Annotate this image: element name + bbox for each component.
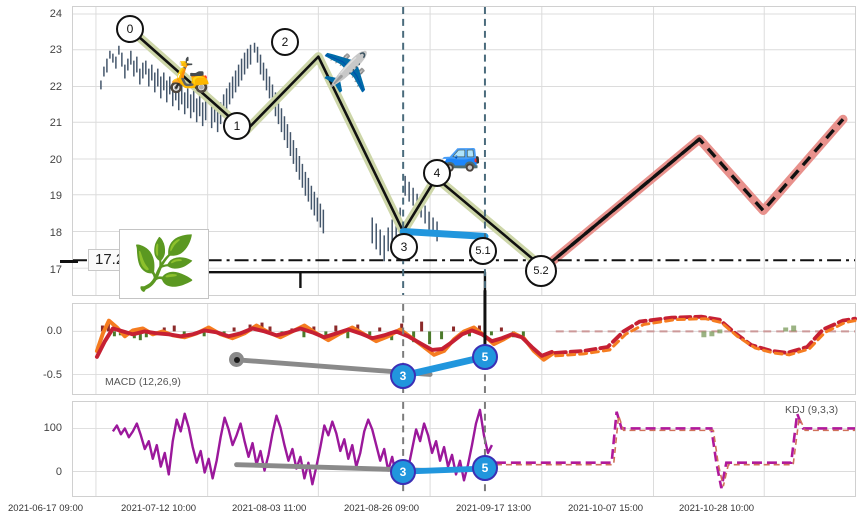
kdj-panel	[72, 401, 856, 497]
ytick-kdj-0: 0	[55, 466, 62, 478]
macd-marker-3-label: 3	[399, 369, 407, 383]
marker-5-1[interactable]: 5.1	[469, 237, 497, 265]
marker-1[interactable]: 1	[223, 112, 251, 140]
kdj-marker-3-label: 3	[399, 465, 407, 479]
price-level-tick	[60, 260, 78, 263]
marker-0[interactable]: 0	[116, 15, 144, 43]
ytick-price-20: 20	[49, 154, 62, 166]
ytick-macd-0: 0.0	[46, 325, 62, 337]
xtick-5: 2021-10-07 15:00	[568, 503, 644, 514]
xtick-1: 2021-07-12 10:00	[121, 503, 197, 514]
kdj-panel-tag: KDJ (9,3,3)	[785, 404, 839, 416]
macd-marker-5-label: 5	[481, 350, 489, 364]
ytick-kdj-100: 100	[43, 422, 62, 434]
marker-5-2[interactable]: 5.2	[525, 255, 557, 287]
macd-marker-connector	[400, 353, 489, 379]
marker-3-label: 3	[400, 240, 408, 254]
forecast-halo	[539, 114, 848, 273]
ohlc-bars	[100, 42, 438, 262]
marker-2[interactable]: 2	[271, 28, 299, 56]
scooter-emoji: 🛵	[168, 56, 211, 94]
ytick-price-21: 21	[49, 117, 62, 129]
macd-panel	[72, 290, 857, 395]
macd-marker-3[interactable]: 3	[390, 363, 416, 389]
macd-plot	[73, 290, 857, 394]
price-vgridlines	[95, 7, 765, 295]
marker-2-label: 2	[281, 35, 289, 49]
ytick-price-17: 17	[49, 264, 62, 276]
xtick-6: 2021-10-28 10:00	[679, 503, 755, 514]
kdj-marker-3[interactable]: 3	[390, 459, 416, 485]
macd-gray-dot[interactable]	[229, 352, 244, 367]
kdj-plot	[73, 402, 855, 496]
kdj-forecast-secondary	[495, 414, 855, 487]
inset-thumbnail[interactable]: 🌿	[119, 229, 209, 299]
macd-signal-forecast-line	[554, 317, 857, 358]
marker-1-label: 1	[233, 119, 241, 133]
xtick-2: 2021-08-03 11:00	[232, 503, 307, 514]
ytick-price-22: 22	[49, 81, 62, 93]
forecast-line	[542, 118, 845, 270]
marker-4[interactable]: 4	[423, 159, 451, 187]
kdj-marker-connector	[401, 465, 488, 475]
marker-5-2-label: 5.2	[533, 265, 549, 277]
macd-forecast-histogram	[701, 325, 797, 338]
support-connector-line	[399, 227, 489, 240]
xtick-0: 2021-06-17 09:00	[8, 503, 84, 514]
ytick-price-24: 24	[49, 8, 62, 20]
inset-emoji: 🌿	[131, 235, 197, 293]
marker-0-label: 0	[126, 22, 134, 36]
xtick-3: 2021-08-26 09:00	[344, 503, 420, 514]
price-gridlines	[73, 13, 855, 269]
kdj-marker-5[interactable]: 5	[472, 455, 498, 481]
kdj-marker-5-label: 5	[481, 461, 489, 475]
ytick-price-19: 19	[49, 190, 62, 202]
marker-5-1-label: 5.1	[475, 245, 491, 257]
forecast-first-leg	[542, 137, 701, 270]
ytick-macd-minus05: -0.5	[43, 369, 62, 381]
xtick-4: 2021-09-17 13:00	[456, 503, 532, 514]
divergence-dashdot-line	[435, 177, 545, 269]
ytick-price-23: 23	[49, 44, 62, 56]
macd-panel-tag: MACD (12,26,9)	[105, 376, 181, 388]
marker-4-label: 4	[433, 166, 441, 180]
price-plot	[73, 7, 855, 295]
marker-3[interactable]: 3	[390, 233, 418, 261]
ytick-price-18: 18	[49, 227, 62, 239]
macd-marker-5[interactable]: 5	[472, 344, 498, 370]
airplane-emoji: ✈️	[322, 52, 370, 94]
